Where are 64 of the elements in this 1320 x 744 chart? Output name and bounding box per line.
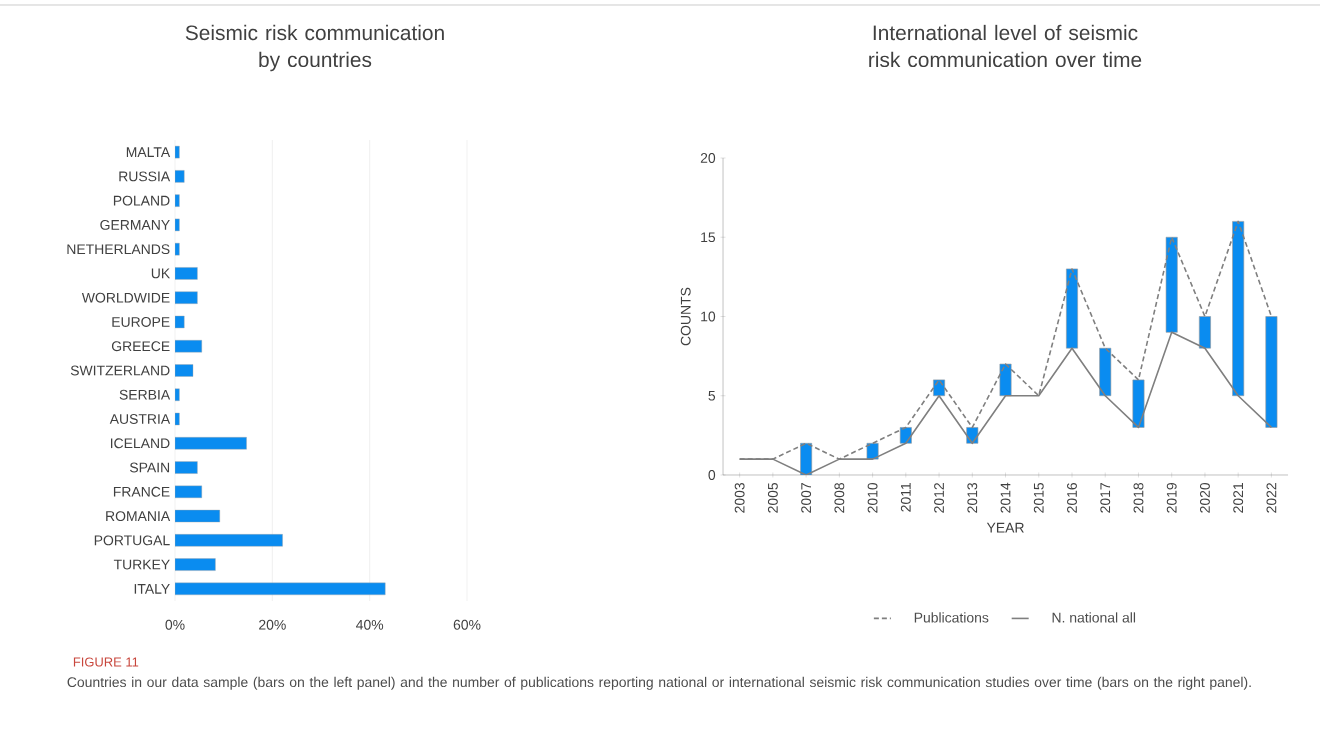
x-tick-label: 20%: [259, 619, 286, 630]
y-tick-label: AUSTRIA: [109, 414, 171, 424]
y-axis-title: COUNTS: [680, 287, 691, 346]
bar: [1066, 268, 1078, 349]
x-tick-label: 2014: [1000, 482, 1011, 513]
bar: [175, 437, 247, 450]
y-tick-label: 15: [701, 232, 716, 243]
bar: [1132, 379, 1145, 428]
text: Countries in our data sample (bars on the left panel) and the number of publications reporting national or international seismic risk communication studies over time (bars on the right panel).: [67, 676, 1251, 690]
x-tick-label: 2012: [934, 483, 944, 513]
chart-title: International level of seismic risk communication over time: [869, 24, 1142, 68]
y-tick-label: ROMANIA: [106, 511, 171, 522]
x-tick-label: 2005: [767, 482, 778, 513]
x-tick-label: 2003: [734, 482, 745, 513]
bar: [999, 363, 1012, 397]
x-tick-label: 2008: [834, 482, 845, 513]
y-tick-label: PORTUGAL: [94, 535, 170, 546]
y-tick-label: NETHERLANDS: [67, 244, 170, 255]
y-tick-label: 0: [708, 470, 716, 480]
x-tick-label: 2020: [1199, 482, 1210, 513]
y-tick-label: WORLDWIDE: [81, 292, 170, 303]
y-tick-label: POLAND: [113, 195, 170, 206]
y-tick-label: 5: [708, 390, 716, 401]
x-tick-label: 2017: [1100, 483, 1111, 513]
caption: FIGURE 11: [73, 657, 139, 667]
x-tick-label: 0%: [165, 619, 185, 630]
bar: [1165, 236, 1178, 333]
bar: [175, 534, 283, 547]
x-tick-label: 2011: [900, 483, 911, 512]
x-tick-label: 2015: [1033, 482, 1044, 513]
x-tick-label: 2010: [867, 482, 878, 513]
x-tick-label: 60%: [453, 619, 481, 630]
x-tick-label: 2007: [801, 483, 812, 513]
y-tick-label: 10: [701, 311, 716, 322]
y-tick-label: SWITZERLAND: [70, 365, 170, 376]
y-tick-label: MALTA: [126, 147, 171, 157]
x-tick-label: 2016: [1067, 482, 1077, 513]
y-tick-label: RUSSIA: [119, 171, 171, 182]
chart-title: Seismic risk communication by countries: [185, 24, 444, 72]
y-tick-label: GERMANY: [100, 219, 170, 230]
x-tick-label: 40%: [356, 619, 384, 630]
x-tick-label: 2018: [1133, 482, 1144, 513]
x-tick-label: 2013: [967, 482, 978, 513]
bar: [1099, 347, 1112, 397]
y-tick-label: UK: [151, 268, 171, 279]
bar: [1198, 316, 1211, 349]
x-tick-label: 2019: [1166, 483, 1177, 513]
y-tick-label: FRANCE: [113, 486, 170, 497]
bar: [1232, 221, 1245, 397]
y-tick-label: SPAIN: [129, 462, 170, 473]
y-tick-label: GREECE: [111, 341, 170, 352]
legend-label: N. national all: [1052, 612, 1136, 623]
y-tick-label: ITALY: [134, 584, 170, 594]
y-tick-label: 20: [700, 153, 716, 163]
y-tick-label: SERBIA: [119, 389, 171, 400]
y-tick-label: TURKEY: [113, 559, 170, 570]
legend-label: Publications: [914, 612, 989, 623]
y-tick-label: EUROPE: [112, 317, 170, 327]
x-tick-label: 2022: [1266, 483, 1277, 513]
bar: [933, 379, 946, 397]
x-tick-label: 2021: [1233, 483, 1244, 513]
bar: [1265, 316, 1278, 428]
x-axis-title: YEAR: [986, 522, 1024, 533]
y-tick-label: ICELAND: [110, 438, 170, 449]
